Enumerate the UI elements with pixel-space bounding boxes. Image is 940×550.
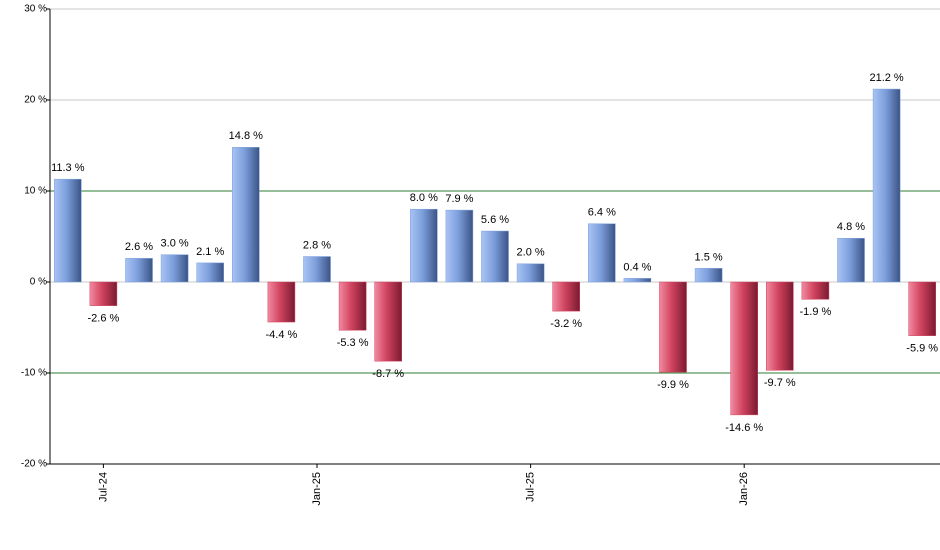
bar	[694, 268, 723, 283]
x-tick-label: Jan-25	[311, 472, 323, 506]
bar	[89, 281, 118, 306]
y-tick-label: 0 %	[30, 277, 47, 288]
value-label: -4.4 %	[266, 329, 298, 341]
y-tick-label: 30 %	[24, 4, 47, 15]
value-label: 11.3 %	[51, 162, 85, 174]
value-label: -5.3 %	[337, 337, 369, 349]
value-label: 3.0 %	[161, 238, 189, 250]
value-label: 5.6 %	[481, 214, 509, 226]
value-label: 7.9 %	[445, 193, 473, 205]
bar	[659, 281, 687, 373]
value-label: 1.5 %	[695, 251, 723, 263]
value-label: 21.2 %	[869, 72, 903, 84]
value-label: 2.8 %	[303, 239, 331, 251]
y-tick-label: -20 %	[21, 459, 47, 470]
bar	[552, 281, 580, 312]
value-label: 14.8 %	[229, 130, 263, 142]
bar	[588, 223, 616, 283]
bar	[54, 178, 82, 283]
bar	[196, 262, 224, 283]
value-label: -1.9 %	[800, 306, 832, 318]
bar	[730, 281, 758, 416]
value-label: -8.7 %	[372, 368, 404, 380]
x-tick-label: Jan-26	[738, 472, 750, 506]
bar	[232, 147, 260, 283]
bar	[837, 238, 865, 283]
bar	[872, 88, 901, 283]
bar	[267, 281, 296, 323]
bar	[516, 263, 545, 283]
y-tick-label: 20 %	[24, 95, 47, 106]
y-tick-label: -10 %	[21, 368, 47, 379]
value-label: 4.8 %	[837, 221, 865, 233]
bar	[801, 281, 830, 300]
value-label: 0.4 %	[623, 261, 651, 273]
value-label: 2.0 %	[517, 247, 545, 259]
bar	[623, 278, 652, 283]
bar	[374, 281, 402, 362]
bar	[160, 254, 189, 283]
value-label: -3.2 %	[550, 318, 582, 330]
value-label: 6.4 %	[588, 207, 616, 219]
bar	[908, 281, 936, 336]
bar	[125, 258, 153, 283]
value-label: -9.9 %	[657, 379, 689, 391]
x-tick-label: Jul-24	[97, 472, 109, 502]
value-label: 8.0 %	[410, 192, 438, 204]
value-label: -9.7 %	[764, 377, 796, 389]
bar	[481, 230, 509, 283]
bar	[445, 209, 474, 283]
value-label: -2.6 %	[88, 313, 120, 325]
value-label: 2.1 %	[196, 246, 224, 258]
x-tick-label: Jul-25	[525, 472, 537, 502]
value-label: -5.9 %	[906, 343, 938, 355]
value-label: 2.6 %	[125, 241, 153, 253]
y-tick-label: 10 %	[24, 186, 47, 197]
bar	[303, 256, 331, 283]
bar	[766, 281, 794, 371]
bar	[410, 208, 438, 283]
bar	[338, 281, 367, 331]
value-label: -14.6 %	[725, 422, 763, 434]
